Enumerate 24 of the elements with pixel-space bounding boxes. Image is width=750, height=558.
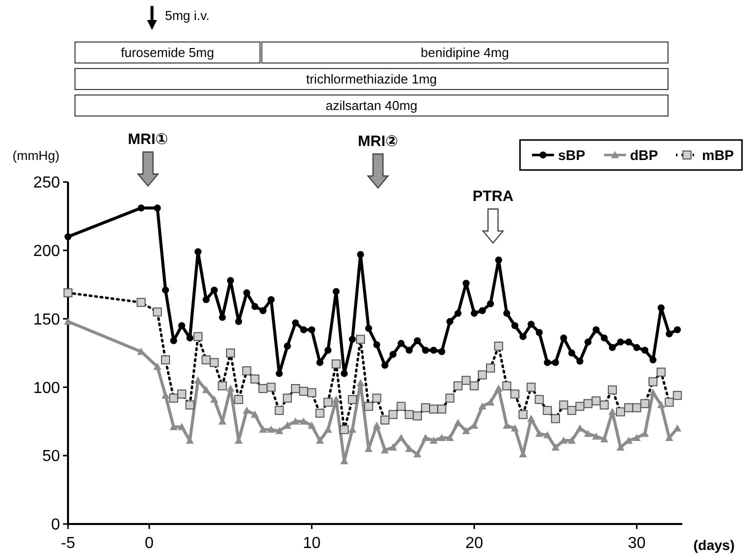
legend-label: dBP [630,146,658,163]
x-tick-label: 10 [302,535,321,552]
legend-label: mBP [702,146,734,163]
y-tick-label: 200 [33,243,60,260]
x-tick-label: 0 [144,535,154,552]
text: MRI② [358,133,398,150]
y-tick-label: 100 [33,380,60,397]
y-tick-label: 0 [51,516,60,534]
annotation: PTRA [472,188,514,205]
x-tick-label: -5 [60,535,76,552]
text: benidipine 4mg [420,45,509,60]
y-axis-title: (mmHg) [12,148,60,163]
y-tick-label: 150 [33,311,60,328]
y-tick-label: 250 [33,174,60,192]
text: azilsartan 40mg [326,98,418,114]
legend-label: sBP [558,146,586,163]
x-axis-title: (days) [693,537,735,553]
text: MRI① [128,131,168,148]
x-tick-label: 30 [628,535,646,552]
text: 5mg i.v. [165,8,210,23]
text: trichlormethiazide 1mg [306,72,437,87]
x-tick-label: 20 [465,535,484,552]
y-tick-label: 50 [42,448,60,466]
text: furosemide 5mg [120,45,214,60]
